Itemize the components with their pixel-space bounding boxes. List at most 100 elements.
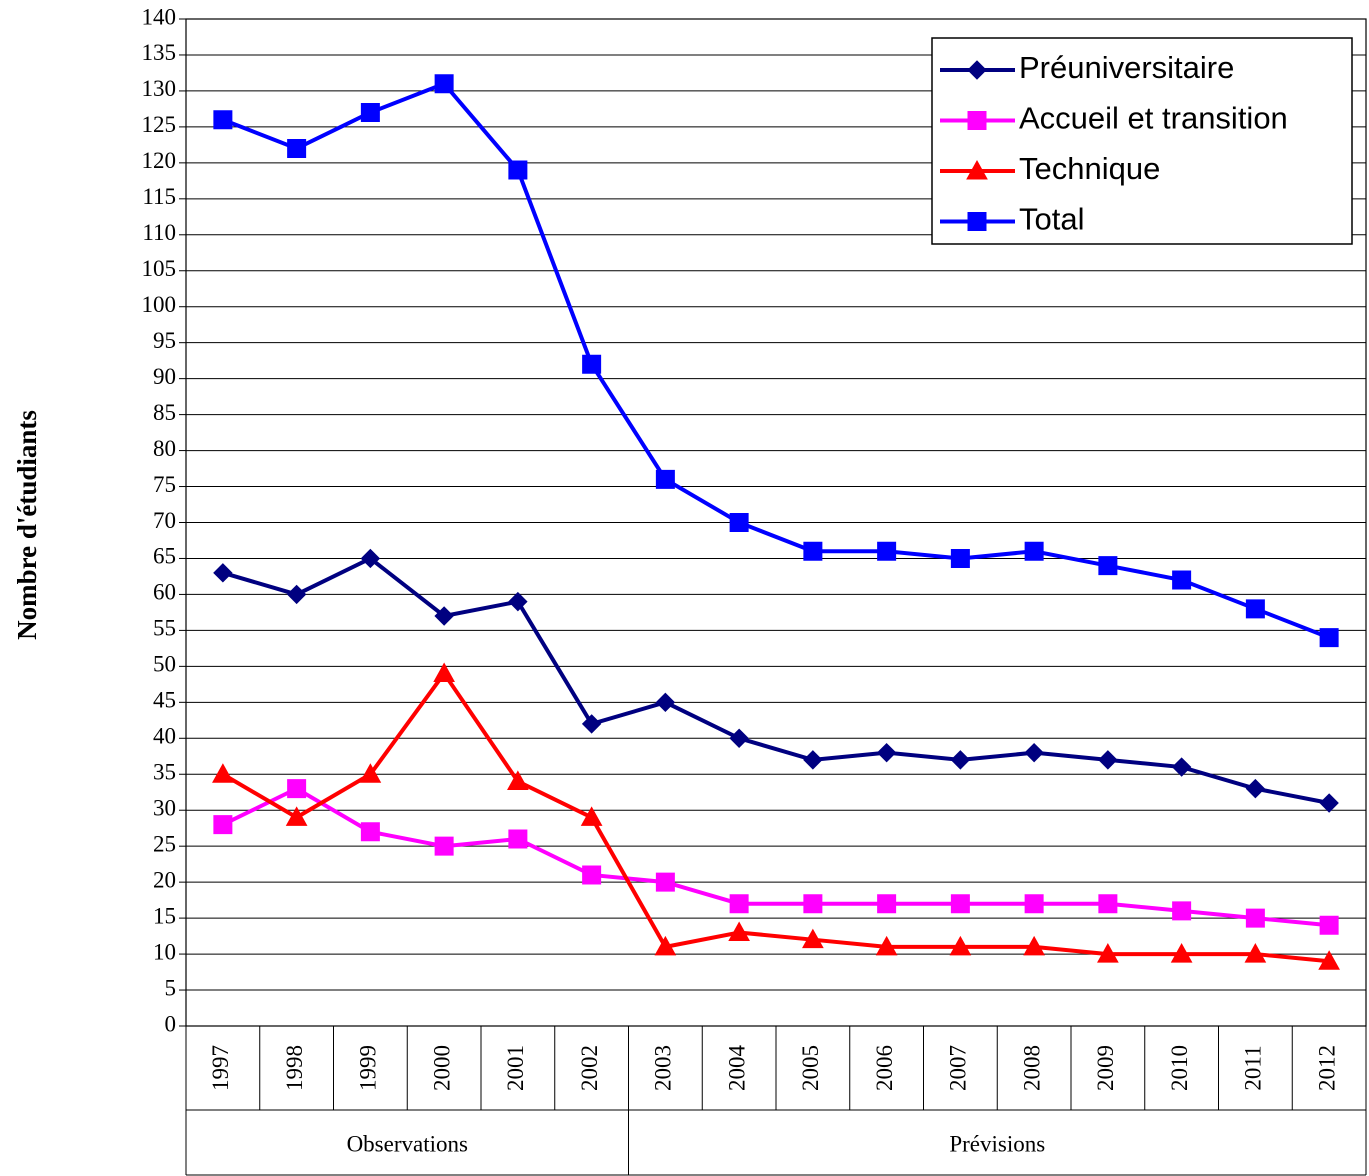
data-point — [877, 894, 897, 914]
data-point — [729, 513, 749, 532]
x-tick-label: 2005 — [798, 1045, 823, 1091]
data-point — [1023, 935, 1045, 956]
x-tick-label: 1997 — [208, 1045, 233, 1091]
data-point — [949, 935, 972, 956]
data-point — [950, 894, 970, 914]
y-tick-label: 60 — [153, 580, 176, 605]
legend-label: Total — [1019, 202, 1084, 237]
legend: Préuniversitaire Accueil et transition Tec… — [931, 37, 1353, 245]
y-tick-label: 115 — [142, 184, 176, 209]
data-point — [654, 935, 677, 956]
y-tick-label: 50 — [153, 652, 176, 677]
legend-label: Accueil et transition — [1019, 101, 1288, 136]
data-point — [655, 469, 675, 489]
data-point — [802, 928, 824, 949]
data-point — [1172, 901, 1192, 921]
data-point — [1098, 894, 1118, 914]
x-tick-label: 2000 — [429, 1045, 454, 1091]
y-tick-label: 0 — [165, 1011, 177, 1036]
x-tick-label: 2008 — [1019, 1045, 1044, 1091]
y-tick-label: 30 — [153, 795, 176, 820]
y-tick-label: 120 — [142, 148, 177, 173]
data-point — [582, 865, 602, 885]
group-label: Observations — [347, 1131, 468, 1156]
legend-marker — [966, 159, 988, 180]
data-point — [1097, 943, 1119, 963]
data-point — [1245, 599, 1265, 619]
data-point — [507, 770, 529, 790]
data-point — [213, 110, 233, 130]
y-tick-label: 140 — [142, 4, 177, 29]
data-point — [1024, 541, 1044, 561]
data-point — [1098, 556, 1118, 576]
y-tick-label: 35 — [153, 760, 176, 785]
y-tick-label: 70 — [153, 508, 176, 533]
data-point — [1024, 894, 1044, 914]
y-tick-label: 65 — [153, 544, 176, 569]
data-point — [655, 692, 676, 713]
legend-marker — [967, 111, 987, 130]
y-tick-label: 135 — [142, 40, 177, 65]
data-point — [950, 750, 971, 770]
x-tick-label: 2007 — [946, 1045, 971, 1091]
y-tick-label: 25 — [153, 831, 176, 856]
data-point — [581, 714, 602, 734]
data-point — [359, 763, 382, 783]
y-tick-label: 10 — [153, 939, 176, 964]
x-tick-label: 2002 — [577, 1045, 602, 1091]
y-tick-label: 105 — [142, 256, 177, 281]
data-point — [950, 548, 970, 568]
data-point — [434, 606, 454, 626]
x-tick-label: 2009 — [1093, 1045, 1118, 1091]
data-point — [1170, 943, 1193, 963]
y-tick-label: 125 — [142, 112, 177, 137]
y-tick-label: 45 — [153, 688, 176, 713]
y-tick-label: 20 — [153, 867, 176, 892]
data-point — [508, 829, 528, 849]
x-tick-label: 2001 — [503, 1045, 528, 1091]
legend-box — [931, 37, 1353, 245]
y-tick-label: 75 — [153, 472, 176, 497]
series-line — [222, 81, 1330, 640]
data-point — [729, 728, 749, 748]
y-tick-label: 110 — [142, 220, 176, 245]
data-point — [803, 541, 823, 561]
data-point — [212, 763, 234, 783]
data-point — [803, 894, 823, 914]
data-point — [1245, 908, 1265, 928]
y-tick-label: 55 — [153, 616, 176, 641]
data-point — [1245, 778, 1266, 799]
legend-marker — [967, 60, 987, 80]
x-tick-label: 2012 — [1314, 1045, 1339, 1091]
data-point — [286, 584, 307, 605]
series-line — [221, 786, 1330, 928]
data-point — [1024, 742, 1044, 763]
data-point — [877, 541, 897, 561]
x-tick-label: 2003 — [651, 1045, 676, 1091]
data-point — [360, 548, 381, 569]
y-tick-label: 95 — [153, 328, 176, 353]
legend-label: Technique — [1019, 151, 1160, 186]
group-label: Prévisions — [949, 1131, 1045, 1156]
x-tick-label: 2004 — [724, 1045, 749, 1092]
data-point — [1244, 943, 1267, 963]
data-point — [1319, 793, 1339, 813]
y-tick-label: 130 — [142, 76, 177, 101]
data-point — [729, 894, 749, 914]
y-tick-label: 90 — [153, 364, 176, 389]
data-point — [508, 160, 528, 180]
legend-marker — [967, 212, 987, 231]
data-point — [1318, 950, 1340, 970]
data-point — [728, 921, 750, 941]
data-point — [287, 138, 307, 158]
data-point — [434, 836, 454, 856]
data-point — [360, 103, 380, 123]
data-point — [1319, 628, 1339, 648]
data-point — [433, 662, 455, 683]
x-tick-label: 1998 — [282, 1045, 307, 1091]
data-point — [803, 750, 823, 770]
y-tick-label: 15 — [153, 903, 176, 928]
series-line — [221, 670, 1330, 964]
series-line — [222, 556, 1330, 805]
legend-label: Préuniversitaire — [1019, 50, 1234, 85]
